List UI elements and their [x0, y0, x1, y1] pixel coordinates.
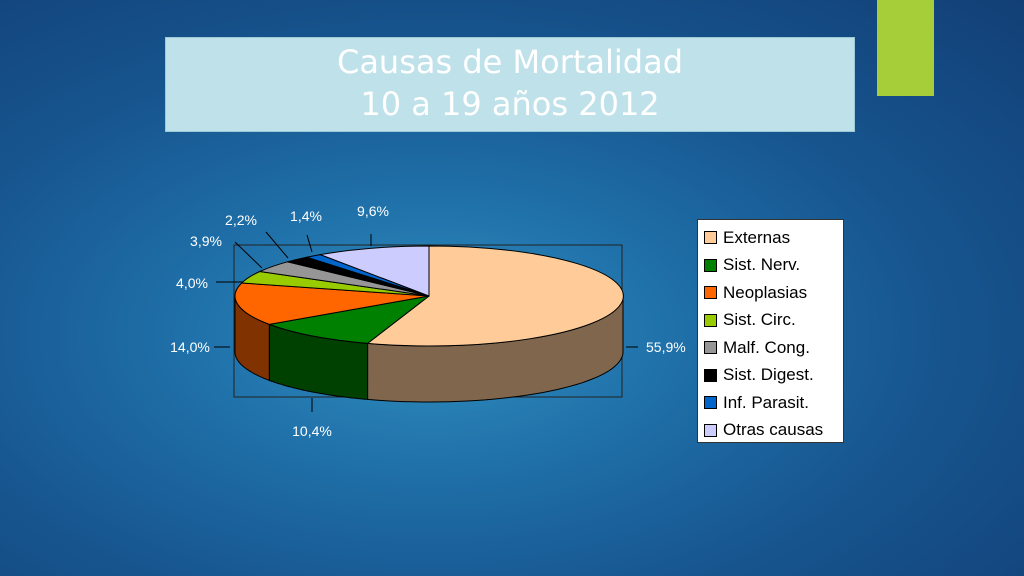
legend-item-3: Sist. Circ. — [704, 307, 843, 335]
legend-label-5: Sist. Digest. — [723, 365, 814, 385]
pie-slices — [234, 245, 624, 347]
legend-swatch-5 — [704, 368, 717, 382]
legend-label-6: Inf. Parasit. — [723, 392, 809, 412]
pie-slice-0 — [366, 245, 624, 347]
legend-label-0: Externas — [723, 227, 791, 247]
legend-label-7: Otras causas — [723, 420, 824, 440]
legend-swatch-4 — [704, 341, 717, 355]
pie-sides — [234, 295, 624, 403]
legend-item-6: Inf. Parasit. — [704, 389, 843, 417]
leader-line-5 — [265, 231, 289, 259]
title-box: Causas de Mortalidad 10 a 19 años 2012 — [165, 37, 855, 132]
legend-swatch-7 — [704, 423, 717, 437]
leader-line-4 — [234, 241, 263, 269]
legend-item-5: Sist. Digest. — [704, 362, 843, 390]
leader-lines — [214, 231, 638, 412]
legend-label-4: Malf. Cong. — [723, 337, 810, 357]
data-label-0: 55,9% — [646, 339, 686, 355]
legend-label-2: Neoplasias — [723, 282, 808, 302]
legend-swatch-1 — [704, 258, 717, 272]
data-label-5: 2,2% — [225, 212, 257, 228]
accent-bar — [877, 0, 934, 96]
pie-slice-1 — [267, 295, 430, 344]
legend-swatch-3 — [704, 313, 717, 327]
leader-line-6 — [306, 234, 313, 253]
data-label-7: 9,6% — [357, 203, 389, 219]
legend-swatch-6 — [704, 396, 717, 410]
legend-swatch-0 — [704, 231, 717, 245]
legend-item-7: Otras causas — [704, 417, 843, 445]
slide-title-line1: Causas de Mortalidad — [336, 43, 684, 81]
legend-item-4: Malf. Cong. — [704, 334, 843, 362]
legend-label-1: Sist. Nerv. — [723, 255, 801, 275]
pie-slice-7 — [318, 245, 430, 297]
data-label-4: 3,9% — [190, 233, 222, 249]
slide-title-line2: 10 a 19 años 2012 — [360, 85, 660, 123]
pie-slice-2 — [234, 282, 430, 325]
data-label-2: 14,0% — [170, 339, 210, 355]
data-label-1: 10,4% — [292, 423, 332, 439]
legend-item-1: Sist. Nerv. — [704, 252, 843, 280]
data-labels: 55,9% 10,4% 14,0% 4,0% 3,9%2,2% 1,4% 9,6% — [170, 203, 686, 439]
data-label-3: 4,0% — [176, 275, 208, 291]
data-label-6: 1,4% — [290, 208, 322, 224]
legend-item-2: Neoplasias — [704, 279, 843, 307]
legend-item-0: Externas — [704, 224, 843, 252]
legend-label-3: Sist. Circ. — [723, 310, 796, 330]
legend: Externas Sist. Nerv. Neoplasias Sist. Circ.… — [697, 219, 844, 443]
legend-swatch-2 — [704, 286, 717, 300]
